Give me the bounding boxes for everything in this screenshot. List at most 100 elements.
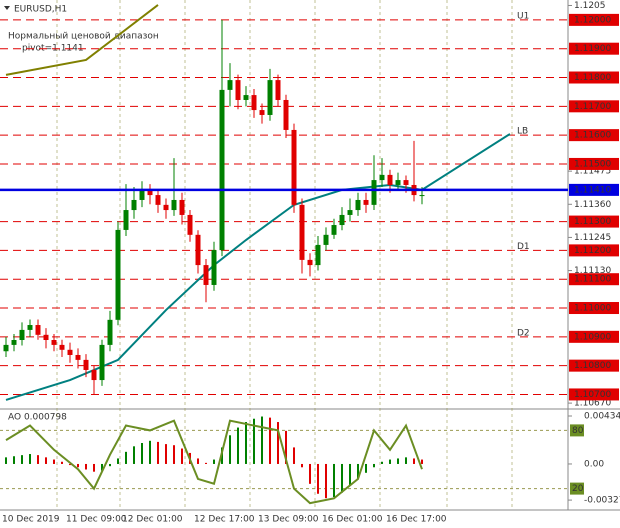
candle-body xyxy=(419,195,425,197)
y-tick-label: 1.10670 xyxy=(574,399,611,409)
y-tick-label: 1.11130 xyxy=(574,266,611,276)
candle-body xyxy=(371,180,377,205)
level-label: 1.10700 xyxy=(574,390,611,400)
ao-bar xyxy=(357,463,359,480)
ao-bar xyxy=(37,455,39,464)
ao-bar xyxy=(53,459,55,464)
ao-tick-label: 0.00 xyxy=(584,459,604,469)
ao-bar xyxy=(413,458,415,464)
ao-bar xyxy=(349,463,351,487)
ao-bar xyxy=(93,463,95,472)
candle-body xyxy=(75,354,81,360)
x-tick-label: 10 Dec 2019 xyxy=(2,515,60,525)
candle-body xyxy=(59,344,65,350)
level-label: 1.11100 xyxy=(574,275,611,285)
candle-body xyxy=(67,349,73,355)
ao-bar xyxy=(325,463,327,499)
candle-body xyxy=(203,265,209,285)
candle-body xyxy=(227,80,233,90)
candle-body xyxy=(291,129,297,205)
ao-bar xyxy=(205,462,207,464)
level-label: 1.11600 xyxy=(574,131,611,141)
ao-bar xyxy=(261,416,263,464)
candle-body xyxy=(355,199,361,211)
ao-bar xyxy=(197,458,199,464)
candle-body xyxy=(347,210,353,215)
ao-bar xyxy=(301,463,303,468)
ao-bar xyxy=(269,417,271,464)
y-tick-label: 1.11360 xyxy=(574,200,611,210)
candle-body xyxy=(139,189,145,200)
ao-bar xyxy=(5,457,7,464)
candle-body xyxy=(243,95,249,100)
level-label: 1.10900 xyxy=(574,332,611,342)
ao-bar xyxy=(253,418,255,464)
ao-bar xyxy=(309,463,311,484)
ao-bar xyxy=(277,422,279,464)
ao-bar xyxy=(69,463,71,466)
ao-bar xyxy=(61,461,63,464)
current-price-label: 1.11410 xyxy=(574,185,611,195)
candle-body xyxy=(339,214,345,226)
stoch-level-label: 80 xyxy=(572,426,584,436)
ao-bar xyxy=(317,463,319,494)
level-label: 1.11300 xyxy=(574,217,611,227)
x-tick-label: 13 Dec 09:00 xyxy=(258,515,319,525)
level-label-box xyxy=(569,71,619,84)
level-label-box xyxy=(569,100,619,113)
level-tag: D2 xyxy=(517,328,530,338)
level-label-box xyxy=(569,359,619,372)
level-tag: LB xyxy=(517,127,528,137)
candle-body xyxy=(211,250,217,285)
stoch-level-box xyxy=(570,424,584,437)
ao-bar xyxy=(117,458,119,464)
ao-bar xyxy=(381,461,383,464)
candle-body xyxy=(83,359,89,370)
indicator-title: AO 0.000798 xyxy=(8,413,67,423)
candle-body xyxy=(131,199,137,211)
level-label: 1.11900 xyxy=(574,44,611,54)
candle-body xyxy=(187,214,193,235)
ao-bar xyxy=(229,435,231,464)
ao-bar xyxy=(101,463,103,471)
level-label: 1.11000 xyxy=(574,304,611,314)
candle-body xyxy=(403,180,409,185)
level-label-box xyxy=(569,157,619,170)
ao-bar xyxy=(213,459,215,464)
candle-body xyxy=(315,244,321,266)
ao-bar xyxy=(341,463,343,493)
candle-body xyxy=(51,340,57,345)
ao-bar xyxy=(285,430,287,464)
level-label: 1.11800 xyxy=(574,73,611,83)
stochastic-line xyxy=(5,419,423,505)
stoch-level-box xyxy=(570,482,584,495)
candle-body xyxy=(259,110,265,115)
ao-bar xyxy=(85,463,87,470)
ao-bar xyxy=(365,463,367,473)
x-tick-label: 12 Dec 01:00 xyxy=(122,515,183,525)
level-label-box xyxy=(569,388,619,401)
candle-body xyxy=(299,204,305,260)
ao-bar xyxy=(157,441,159,464)
ao-bar xyxy=(13,456,15,464)
candle-body xyxy=(323,234,329,245)
candle-body xyxy=(99,344,105,381)
candle-body xyxy=(363,199,369,205)
x-tick-label: 11 Dec 09:00 xyxy=(66,515,127,525)
level-label-box xyxy=(569,215,619,228)
ao-bar xyxy=(29,454,31,464)
current-price-box xyxy=(569,183,619,196)
candle-body xyxy=(91,369,97,381)
level-label-box xyxy=(569,302,619,315)
ao-bar xyxy=(141,443,143,464)
candle-body xyxy=(331,225,337,235)
candle-body xyxy=(115,229,121,320)
ao-bar xyxy=(149,440,151,464)
level-label: 1.10800 xyxy=(574,361,611,371)
y-tick-label: 1.11245 xyxy=(574,233,611,243)
level-label-box xyxy=(569,13,619,26)
candle-body xyxy=(147,189,153,196)
ao-bar xyxy=(293,447,295,464)
ao-bar xyxy=(21,455,23,464)
